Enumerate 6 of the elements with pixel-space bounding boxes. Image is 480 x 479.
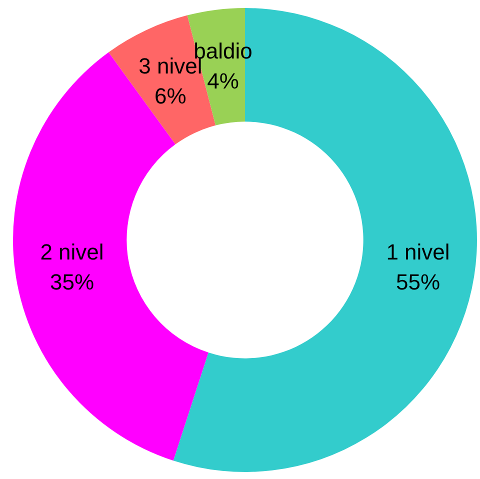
slice-label: 2 nivel xyxy=(40,239,104,264)
data-label: 55% xyxy=(396,269,440,294)
data-label: 35% xyxy=(50,269,94,294)
data-label: 6% xyxy=(154,84,186,109)
data-label: 4% xyxy=(207,68,239,94)
slice-label: 1 nivel xyxy=(386,239,450,264)
